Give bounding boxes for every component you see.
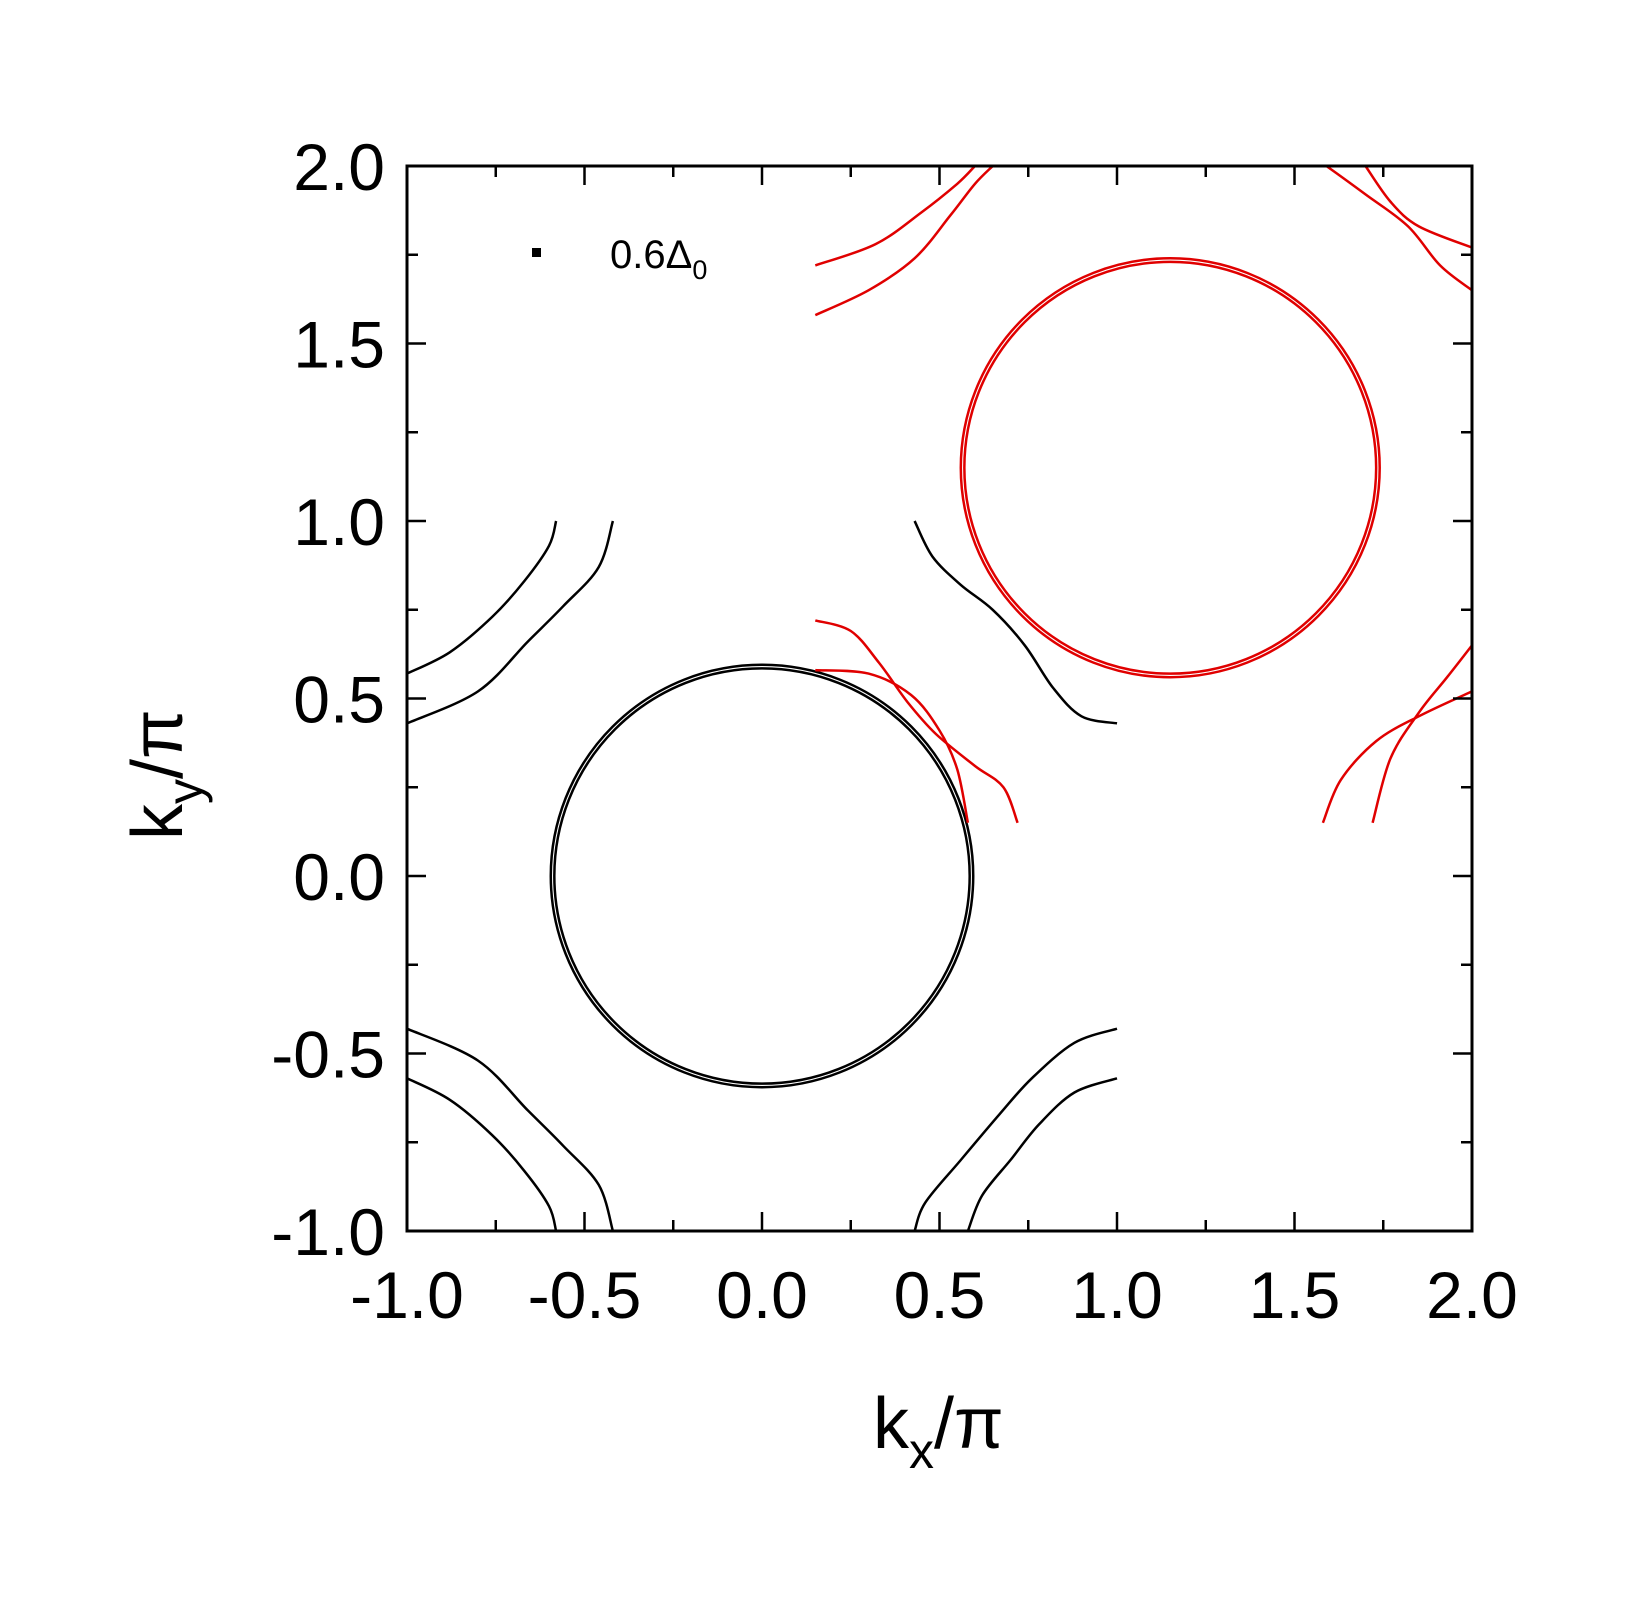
y-axis-label-tail: /π — [118, 709, 198, 779]
x-tick-label: -1.0 — [350, 1258, 464, 1332]
x-axis-label-tail: /π — [934, 1384, 1004, 1464]
y-tick-label: -0.5 — [271, 1018, 385, 1092]
plot-frame — [405, 164, 1474, 1233]
x-tick-label: 0.0 — [716, 1258, 808, 1332]
fermi-arc-black-7 — [406, 1027, 615, 1232]
x-tick-label: 0.5 — [894, 1258, 986, 1332]
y-tick-label: -1.0 — [271, 1195, 385, 1269]
x-tick-label: -0.5 — [528, 1258, 642, 1332]
x-axis-label: kx/π — [873, 1384, 1004, 1479]
y-axis-label-sub: y — [157, 779, 213, 804]
legend-label-sub: 0 — [692, 255, 707, 285]
fermi-ring-black-1 — [553, 667, 971, 1085]
x-tick-label: 2.0 — [1426, 1258, 1518, 1332]
fermi-arc-black-8 — [913, 1027, 1118, 1232]
fermi-arc-red-12 — [815, 668, 970, 824]
x-axis-label-sub: x — [909, 1423, 934, 1479]
fermi-ring-red-2 — [959, 257, 1381, 679]
y-axis-label: ky/π — [118, 709, 213, 840]
x-axis-label-main: k — [873, 1384, 910, 1464]
y-tick-label: 0.5 — [293, 663, 385, 737]
y-tick-label: 0.0 — [293, 840, 385, 914]
fermi-arc-red-17 — [1364, 165, 1473, 249]
fermi-arc-black-5 — [406, 520, 615, 725]
fermi-ring-black-0 — [549, 663, 975, 1089]
fermi-arc-black-4 — [406, 520, 558, 675]
fermi-arc-black-6 — [406, 1077, 558, 1232]
fermi-arc-black-9 — [966, 1077, 1118, 1232]
y-tick-label: 1.5 — [293, 308, 385, 382]
fermi-arc-red-16 — [1371, 644, 1473, 824]
tick-labels-layer: -1.0 -0.5 0.0 0.5 1.0 1.5 2.0 -1.0 -0.5 0.0 0.5 1.0… — [271, 130, 1518, 1332]
legend-label-main: 0.6Δ — [610, 233, 692, 277]
ticks-layer — [405, 164, 1474, 1233]
fermi-arc-black-10 — [913, 520, 1118, 725]
x-tick-label: 1.0 — [1071, 1258, 1163, 1332]
fermi-arc-red-13 — [814, 165, 976, 267]
fermi-arc-red-15 — [1321, 690, 1473, 824]
y-tick-label: 1.0 — [293, 485, 385, 559]
curves-layer — [406, 164, 1473, 1232]
legend-marker — [532, 248, 541, 257]
x-tick-label: 1.5 — [1249, 1258, 1341, 1332]
legend-label: 0.6Δ0 — [610, 233, 707, 285]
legend: 0.6Δ0 — [532, 233, 707, 285]
fermi-arc-red-18 — [1325, 164, 1473, 292]
fermi-arc-red-14 — [814, 165, 994, 317]
fermi-arc-red-11 — [814, 619, 1019, 824]
y-axis-label-main: k — [118, 803, 198, 840]
fermi-ring-red-3 — [963, 260, 1378, 675]
y-tick-label: 2.0 — [293, 130, 385, 204]
